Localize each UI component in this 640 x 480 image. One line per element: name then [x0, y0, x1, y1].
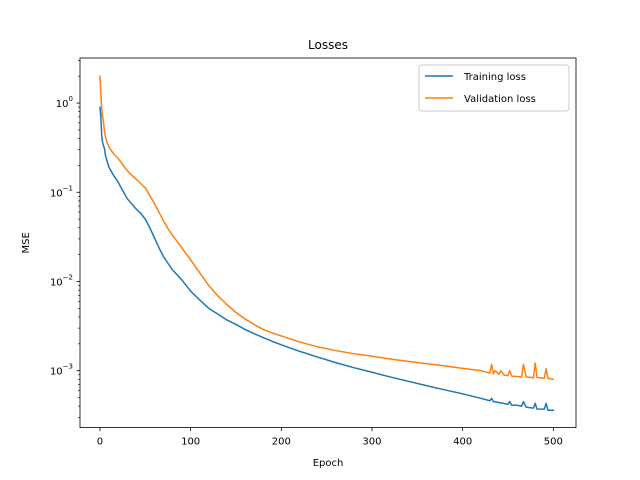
x-tick-label: 0: [97, 437, 103, 448]
series-line-validation-loss: [99, 75, 555, 381]
y-tick-label: 10−1: [50, 184, 73, 199]
axes-frame: [79, 57, 577, 429]
x-tick-label: 500: [544, 437, 563, 448]
legend-label-training: Training loss: [463, 72, 526, 83]
y-axis-label: MSE: [21, 232, 32, 253]
y-tick-label: 10−3: [50, 363, 73, 378]
x-axis: 0 100 200 300 400 500: [97, 427, 563, 448]
y-tick-label: 10−2: [50, 273, 73, 288]
series-line-training-loss: [99, 106, 555, 411]
chart-title: Losses: [308, 38, 348, 52]
legend-label-validation: Validation loss: [464, 94, 536, 105]
legend: Training loss Validation loss: [418, 64, 570, 112]
x-tick-label: 400: [453, 437, 472, 448]
plot-content: [99, 75, 555, 411]
x-axis-label: Epoch: [313, 458, 344, 469]
x-tick-label: 300: [362, 437, 381, 448]
x-tick-label: 100: [181, 437, 200, 448]
x-tick-label: 200: [272, 437, 291, 448]
y-tick-label: 100: [56, 95, 73, 110]
y-axis: 10−3 10−2 10−1 100: [50, 60, 80, 418]
legend-frame: [418, 64, 570, 112]
